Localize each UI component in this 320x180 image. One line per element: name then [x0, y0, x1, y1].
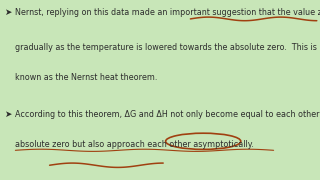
Text: ➤: ➤	[4, 8, 11, 17]
Text: known as the Nernst heat theorem.: known as the Nernst heat theorem.	[15, 73, 158, 82]
Text: gradually as the temperature is lowered towards the absolute zero.  This is: gradually as the temperature is lowered …	[15, 43, 317, 52]
Text: ➤: ➤	[4, 110, 11, 119]
Text: According to this theorem, ΔG and ΔH not only become equal to each other at: According to this theorem, ΔG and ΔH not…	[15, 110, 320, 119]
Text: absolute zero but also approach each other asymptotically.: absolute zero but also approach each oth…	[15, 140, 254, 149]
Text: Nernst, replying on this data made an important suggestion that the value zero: Nernst, replying on this data made an im…	[15, 8, 320, 17]
